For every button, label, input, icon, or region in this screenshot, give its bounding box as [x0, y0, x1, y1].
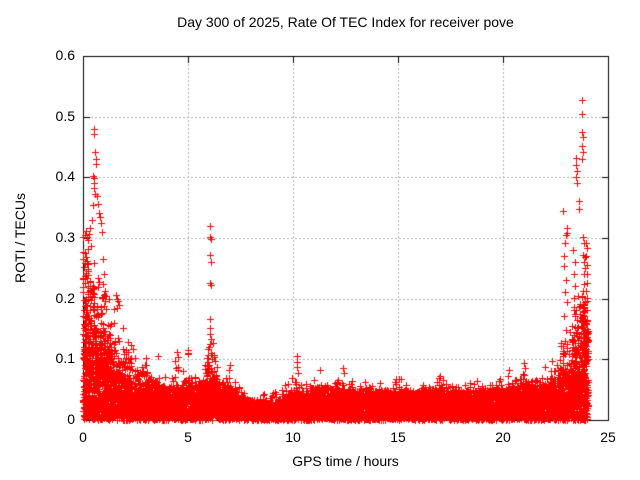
y-tick-label: 0.1 [55, 350, 75, 366]
y-tick-label: 0.6 [55, 47, 75, 63]
x-tick-label: 25 [600, 429, 616, 445]
y-tick-label: 0.5 [55, 108, 75, 124]
x-tick-label: 5 [184, 429, 192, 445]
y-tick-label: 0.2 [55, 290, 75, 306]
x-tick-label: 10 [285, 429, 301, 445]
y-tick-label: 0 [67, 411, 75, 427]
y-tick-label: 0.4 [55, 168, 75, 184]
chart-title: Day 300 of 2025, Rate Of TEC Index for r… [177, 14, 514, 30]
x-axis-label: GPS time / hours [292, 453, 399, 469]
x-tick-label: 20 [495, 429, 511, 445]
x-tick-label: 0 [79, 429, 87, 445]
x-tick-label: 15 [390, 429, 406, 445]
y-tick-label: 0.3 [55, 229, 75, 245]
